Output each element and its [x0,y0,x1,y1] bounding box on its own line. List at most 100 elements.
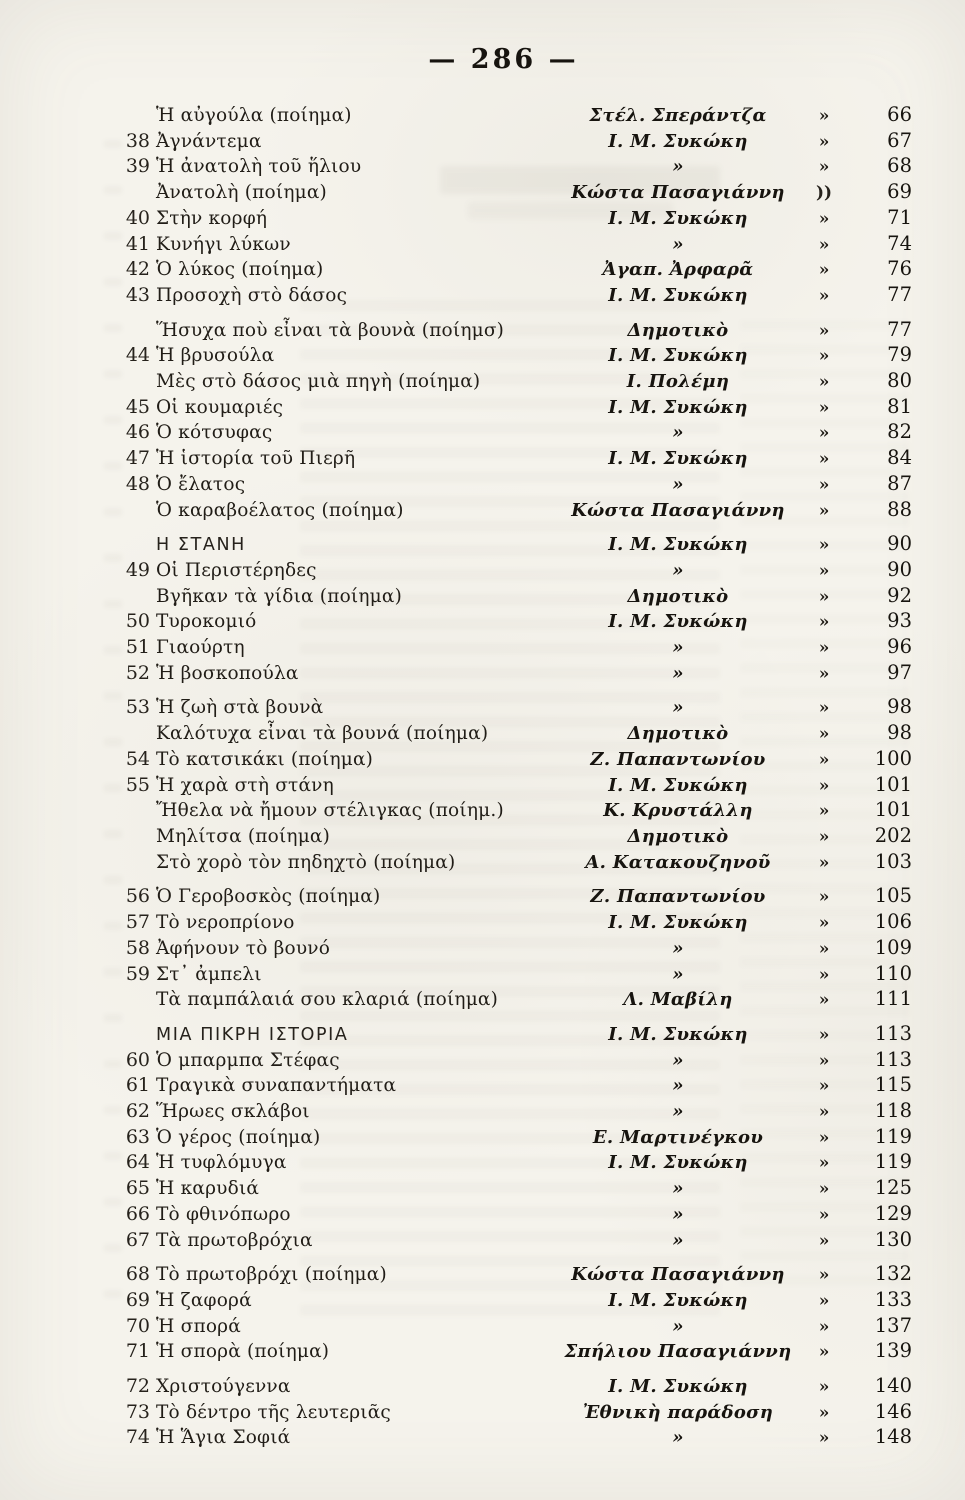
toc-entry-number: 68 [125,1263,150,1286]
toc-entry-number: 65 [125,1177,150,1200]
toc-entry-author: » [672,963,684,985]
toc-entry-author: Δημοτικὸ [627,319,729,341]
toc-entry-title: Τὸ πρωτοβρόχι (ποίημα) [156,1264,387,1286]
toc-entry-page: 81 [887,394,912,418]
toc-entry-title: Ἡ καρυδιά [156,1178,260,1200]
toc-entry-number: 64 [125,1151,150,1174]
toc-entry-number: 44 [125,344,150,367]
toc-entry-title: Τραγικὰ συναπαντήματα [156,1075,397,1097]
toc-entry-title: Ἡ ζαφορά [156,1289,252,1311]
toc-entry-title: Χριστούγεννα [156,1376,291,1398]
toc-entry-title: Ἀφήνουν τὸ βουνό [156,937,331,959]
toc-ditto-mark: » [818,612,830,633]
toc-row: Τὰ παμπάλαιά σου κλαριά (ποίημα) Λ. Μαβίλ… [96,987,912,1013]
toc-entry-author: » [672,637,684,659]
toc-entry-author: Ι. Μ. Συκώκη [608,1289,748,1311]
toc-entry-author: » [672,1203,684,1225]
toc-entry-title: Ὁ λύκος (ποίημα) [156,259,324,281]
toc-ditto-mark: » [818,397,830,418]
toc-entry-page: 113 [874,1047,912,1071]
toc-entry-title: Ἡ αὐγούλα (ποίημα) [156,105,352,126]
toc-entry-title: Καλότυχα εἶναι τὰ βουνά (ποίημα) [156,723,489,745]
toc-row: Ἥσυχα ποὺ εἶναι τὰ βουνὰ (ποίημσ) Δημοτικ… [96,318,912,344]
toc-ditto-mark: » [818,208,830,229]
toc-entry-author: » [672,559,684,581]
toc-entry-page: 110 [874,961,912,985]
toc-entry-number: 41 [125,232,150,255]
toc-entry-number: 54 [125,747,150,770]
toc-row: Ἀνατολὴ (ποίημα) Κώστα Πασαγιάννη)) 69 [96,180,912,206]
toc-entry-author: » [672,1229,684,1251]
toc-row: 45 Οἱ κουμαριές Ι. Μ. Συκώκη » 81 [96,395,912,421]
toc-row: 38 Ἀγνάντεμα Ι. Μ. Συκώκη » 67 [96,129,912,155]
toc-row: 46 Ὁ κότσυφας » » 82 [96,420,912,446]
toc-row: 42 Ὁ λύκος (ποίημα) Ἀγαπ. Ἀρφαρᾶ » 76 [96,257,912,283]
toc-entry-page: 69 [887,180,912,204]
toc-entry-title: Μηλίτσα (ποίημα) [156,825,331,847]
toc-ditto-mark: » [818,586,830,607]
toc-ditto-mark: » [818,1230,830,1251]
toc-entry-title: Ἡ χαρὰ στὴ στάνη [156,774,334,796]
toc-entry-number: 39 [125,155,150,178]
toc-entry-author: Δημοτικὸ [627,585,729,607]
toc-entry-page: 148 [874,1425,912,1449]
toc-entry-author: » [672,1178,684,1200]
toc-entry-author: » [672,937,684,959]
toc-row: 57 Τὸ νεροπρίονο Ι. Μ. Συκώκη » 106 [96,910,912,936]
toc-entry-title: Ὁ μπαρμπα Στέφας [156,1049,340,1071]
toc-row: Μηλίτσα (ποίημα) Δημοτικὸ » 202 [96,824,912,850]
toc-entry-title: Ἡ Ἅγια Σοφιά [156,1427,291,1449]
toc-entry-number: 58 [125,936,150,959]
toc-row: Καλότυχα εἶναι τὰ βουνά (ποίημα) Δημοτικὸ… [96,721,912,747]
toc-entry-page: 133 [874,1287,912,1311]
toc-ditto-mark: » [818,749,830,770]
toc-entry-page: 77 [887,282,912,306]
toc-ditto-mark: » [818,1290,830,1311]
toc-entry-page: 80 [887,369,912,393]
toc-entry-title: Ἡ ἱστορία τοῦ Πιερῆ [156,448,356,470]
toc-ditto-mark: » [818,990,830,1011]
toc-entry-title: Ὁ γέρος (ποίημα) [156,1126,321,1148]
toc-entry-page: 111 [874,987,912,1011]
toc-entry-number: 70 [125,1314,150,1337]
toc-entry-title: Ἡ σπορά [156,1315,241,1337]
toc-entry-number: 50 [125,610,150,633]
toc-entry-number: 66 [125,1202,150,1225]
toc-entry-author: » [672,662,684,684]
toc-entry-title: Ἤθελα νὰ ἤμουν στέλιγκας (ποίημ.) [156,800,504,822]
toc-entry-author: Ε. Μαρτινέγκου [592,1126,764,1148]
toc-entry-page: 139 [874,1339,912,1363]
toc-ditto-mark: » [818,964,830,985]
toc-entry-page: 132 [874,1262,912,1286]
toc-row: 53 Ἡ ζωὴ στὰ βουνὰ » » 98 [96,695,912,721]
toc-entry-number: 67 [125,1228,150,1251]
toc-ditto-mark: » [818,1050,830,1071]
toc-entry-author: » [672,1427,684,1449]
toc-ditto-mark: » [818,1265,830,1286]
toc-entry-author: Ι. Μ. Συκώκη [608,611,748,633]
toc-row: 39 Ἡ ἀνατολὴ τοῦ ἥλιου » » 68 [96,154,912,180]
toc-entry-page: 97 [887,660,912,684]
toc-entry-page: 119 [874,1124,912,1148]
toc-ditto-mark: » [818,474,830,495]
toc-row: Ἡ αὐγούλα (ποίημα) Στέλ. Σπεράντζα » 66 [96,103,912,129]
toc-ditto-mark: » [818,1428,830,1449]
toc-entry-title: Κυνήγι λύκων [156,233,291,255]
toc-entry-page: 66 [887,103,912,126]
toc-ditto-mark: » [818,1153,830,1174]
toc-ditto-mark: » [818,1204,830,1225]
toc-entry-number: 45 [125,395,150,418]
toc-row: 41 Κυνήγι λύκων » » 74 [96,232,912,258]
toc-ditto-mark: » [818,131,830,152]
toc-entry-page: 118 [874,1099,912,1123]
toc-entry-author: » [672,1101,684,1123]
toc-entry-page: 76 [887,257,912,281]
toc-ditto-mark: » [818,500,830,521]
toc-ditto-mark: » [818,724,830,745]
toc-entry-page: 90 [887,532,912,556]
toc-entry-author: Ι. Μ. Συκώκη [608,448,748,470]
toc-ditto-mark: » [818,1102,830,1123]
toc-list: Ἡ αὐγούλα (ποίημα) Στέλ. Σπεράντζα » 66 38 Ἀγ… [96,103,912,1451]
toc-entry-page: 71 [887,205,912,229]
toc-entry-title: Γιαούρτη [156,637,245,659]
